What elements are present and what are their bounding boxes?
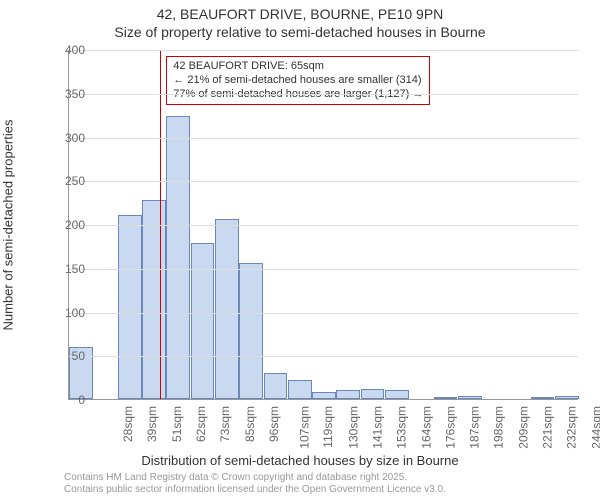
histogram-bar xyxy=(434,397,458,399)
x-tick-label: 28sqm xyxy=(121,406,135,442)
x-tick-label: 39sqm xyxy=(145,406,159,442)
histogram-bar xyxy=(336,390,360,399)
grid-line xyxy=(69,94,578,95)
annotation-box: 42 BEAUFORT DRIVE: 65sqm ← 21% of semi-d… xyxy=(166,56,430,105)
y-tick-label: 250 xyxy=(45,174,85,188)
y-tick-label: 0 xyxy=(45,393,85,407)
y-axis-label: Number of semi-detached properties xyxy=(1,120,16,331)
x-tick-label: 164sqm xyxy=(419,406,433,449)
histogram-bar xyxy=(531,397,555,399)
y-tick-label: 300 xyxy=(45,131,85,145)
y-tick-label: 400 xyxy=(45,43,85,57)
x-tick-label: 85sqm xyxy=(243,406,257,442)
x-tick-label: 141sqm xyxy=(371,406,385,449)
x-tick-label: 176sqm xyxy=(444,406,458,449)
title-block: 42, BEAUFORT DRIVE, BOURNE, PE10 9PN Siz… xyxy=(0,0,600,40)
histogram-bar xyxy=(118,215,142,399)
x-tick-label: 221sqm xyxy=(541,406,555,449)
y-tick-label: 100 xyxy=(45,306,85,320)
x-tick-label: 96sqm xyxy=(267,406,281,442)
grid-line xyxy=(69,313,578,314)
histogram-bar xyxy=(264,373,288,399)
y-tick-label: 200 xyxy=(45,218,85,232)
chart-container: 42, BEAUFORT DRIVE, BOURNE, PE10 9PN Siz… xyxy=(0,0,600,500)
title-line1: 42, BEAUFORT DRIVE, BOURNE, PE10 9PN xyxy=(0,6,600,22)
y-tick-label: 350 xyxy=(45,87,85,101)
grid-line xyxy=(69,269,578,270)
x-tick-label: 153sqm xyxy=(395,406,409,449)
histogram-bar xyxy=(239,263,263,399)
x-tick-label: 130sqm xyxy=(346,406,360,449)
x-axis-label: Distribution of semi-detached houses by … xyxy=(0,453,600,468)
histogram-bar xyxy=(142,200,166,400)
annotation-line1: 42 BEAUFORT DRIVE: 65sqm xyxy=(173,60,423,74)
annotation-line2: ← 21% of semi-detached houses are smalle… xyxy=(173,74,423,88)
footer: Contains HM Land Registry data © Crown c… xyxy=(64,472,446,496)
footer-line2: Contains public sector information licen… xyxy=(64,484,446,496)
x-tick-label: 62sqm xyxy=(194,406,208,442)
grid-line xyxy=(69,138,578,139)
title-line2: Size of property relative to semi-detach… xyxy=(0,24,600,40)
x-tick-label: 209sqm xyxy=(516,406,530,449)
y-tick-label: 50 xyxy=(45,349,85,363)
grid-line xyxy=(69,50,578,51)
y-tick-label: 150 xyxy=(45,262,85,276)
grid-line xyxy=(69,225,578,226)
x-tick-label: 51sqm xyxy=(170,406,184,442)
x-tick-label: 107sqm xyxy=(298,406,312,449)
x-tick-label: 244sqm xyxy=(589,406,600,449)
grid-line xyxy=(69,356,578,357)
x-tick-label: 198sqm xyxy=(492,406,506,449)
histogram-bar xyxy=(312,392,336,399)
histogram-bar xyxy=(288,380,312,399)
histogram-bar xyxy=(458,396,482,399)
histogram-bar xyxy=(361,389,385,400)
grid-line xyxy=(69,181,578,182)
histogram-bar xyxy=(555,396,579,399)
histogram-bar xyxy=(191,243,215,399)
histogram-bar xyxy=(215,219,239,399)
histogram-bar xyxy=(385,390,409,399)
x-tick-label: 187sqm xyxy=(468,406,482,449)
footer-line1: Contains HM Land Registry data © Crown c… xyxy=(64,472,446,484)
x-tick-label: 119sqm xyxy=(321,406,335,448)
plot-area: 42 BEAUFORT DRIVE: 65sqm ← 21% of semi-d… xyxy=(68,50,578,400)
x-tick-label: 73sqm xyxy=(218,406,232,442)
x-tick-label: 232sqm xyxy=(565,406,579,449)
